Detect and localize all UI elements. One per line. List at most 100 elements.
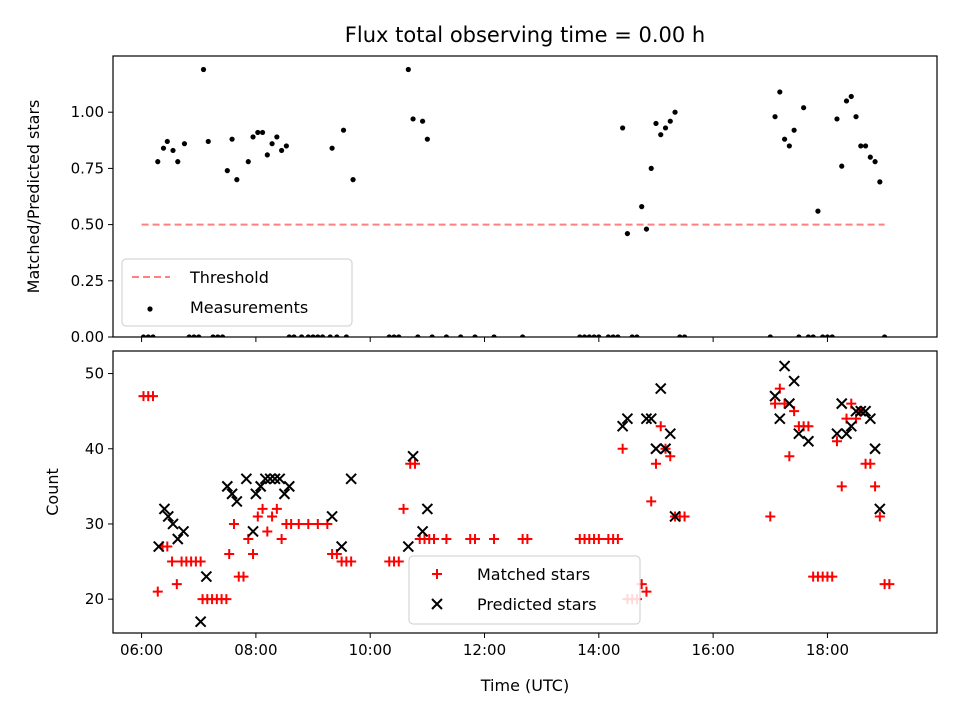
measurement-point — [872, 159, 878, 165]
predicted-star-point — [664, 428, 676, 440]
measurement-point — [245, 159, 251, 165]
measurement-point — [269, 141, 275, 147]
measurement-point — [824, 334, 831, 337]
predicted-star-point — [254, 480, 267, 493]
measurement-point — [350, 177, 356, 183]
measurement-point — [181, 141, 188, 147]
top-plot: 0.00 0.25 0.50 0.75 1.00 Matched/Predicted st… — [24, 55, 938, 346]
predicted-star-point — [407, 450, 419, 462]
matched-star-point — [865, 458, 876, 469]
matched-star-point — [641, 586, 652, 597]
predicted-star-point — [778, 360, 791, 372]
predicted-star-point — [250, 488, 262, 500]
measurement-point — [801, 105, 807, 111]
matched-star-point — [248, 549, 259, 560]
measurement-point — [767, 334, 773, 337]
matched-star-point — [617, 443, 628, 454]
matched-star-point — [271, 503, 282, 514]
measurement-point — [681, 334, 688, 337]
measurement-point — [259, 129, 266, 136]
measurement-point — [672, 109, 678, 115]
matched-star-point — [148, 391, 159, 402]
y-axis-label: Matched/Predicted stars — [24, 100, 43, 294]
legend: Threshold Measurements — [121, 258, 353, 327]
matched-star-point — [393, 556, 404, 567]
measurement-point — [340, 127, 347, 133]
matched-star-point — [770, 398, 781, 409]
measurement-point — [305, 334, 311, 337]
matched-star-point — [870, 481, 881, 492]
measurement-point — [299, 334, 305, 337]
measurement-point — [170, 147, 176, 154]
predicted-star-point — [158, 503, 171, 515]
predicted-star-point — [831, 428, 843, 440]
y-tick-label: 0.00 — [71, 328, 104, 346]
axes-frame — [112, 55, 938, 338]
predicted-star-point — [345, 473, 357, 485]
matched-star-point — [257, 503, 268, 514]
measurement-point — [662, 125, 669, 131]
measurement-point — [658, 132, 664, 138]
measurement-point — [796, 334, 802, 337]
measurement-point — [520, 334, 526, 337]
measurement-point — [334, 334, 340, 337]
measurement-point — [191, 334, 197, 337]
predicted-star-point — [247, 525, 259, 538]
x-tick-label: 10:00 — [349, 641, 392, 659]
legend-label: Measurements — [190, 298, 308, 317]
measurement-point — [667, 118, 673, 124]
measurement-point — [391, 334, 397, 337]
predicted-star-point — [621, 412, 634, 425]
x-tick-label: 08:00 — [234, 641, 277, 659]
predicted-star-point — [640, 412, 653, 425]
matched-star-point — [612, 534, 623, 544]
data-marks — [140, 66, 888, 337]
measurement-point — [234, 177, 240, 183]
measurement-point — [615, 334, 621, 337]
predicted-star-point — [259, 473, 272, 485]
predicted-star-point — [200, 570, 213, 583]
predicted-star-point — [836, 397, 848, 410]
predicted-star-point — [650, 443, 662, 455]
measurement-point — [429, 334, 435, 337]
predicted-star-point — [669, 510, 681, 523]
predicted-star-point — [273, 473, 286, 485]
predicted-star-point — [855, 405, 867, 417]
top-chart-title: Flux total observing time = 0.00 h — [345, 23, 705, 47]
legend-predicted-swatch — [431, 598, 443, 610]
measurement-point — [653, 120, 659, 127]
predicted-star-point — [655, 382, 667, 395]
matched-star-point — [293, 518, 304, 529]
measurement-point — [443, 334, 450, 337]
legend-label: Threshold — [189, 268, 269, 287]
measurement-point — [150, 334, 156, 337]
matched-star-point — [784, 451, 795, 462]
legend-box — [121, 258, 353, 327]
measurement-point — [815, 208, 821, 214]
measurement-point — [160, 145, 167, 151]
measurement-point — [882, 334, 888, 337]
y-tick-label: 30 — [85, 515, 104, 533]
measurement-point — [596, 334, 602, 337]
matched-star-point — [171, 579, 182, 590]
measurement-point — [396, 334, 402, 337]
measurement-point — [405, 66, 411, 73]
measurement-point — [329, 145, 335, 151]
matched-star-point — [441, 534, 452, 544]
measurement-point — [145, 334, 151, 337]
matched-star-point — [765, 511, 776, 522]
matched-star-point — [409, 458, 420, 469]
measurement-point — [472, 334, 478, 337]
matched-star-point — [489, 534, 500, 544]
measurement-point — [591, 334, 597, 337]
measurement-point — [586, 334, 592, 337]
y-tick-label: 0.50 — [71, 216, 104, 234]
predicted-star-point — [240, 473, 253, 485]
matched-star-point — [162, 541, 173, 552]
measurement-point — [155, 159, 161, 165]
predicted-star-point — [769, 390, 781, 402]
measurement-point — [648, 165, 654, 171]
measurement-point — [229, 136, 235, 142]
measurement-point — [839, 163, 845, 169]
measurement-point — [186, 334, 192, 337]
